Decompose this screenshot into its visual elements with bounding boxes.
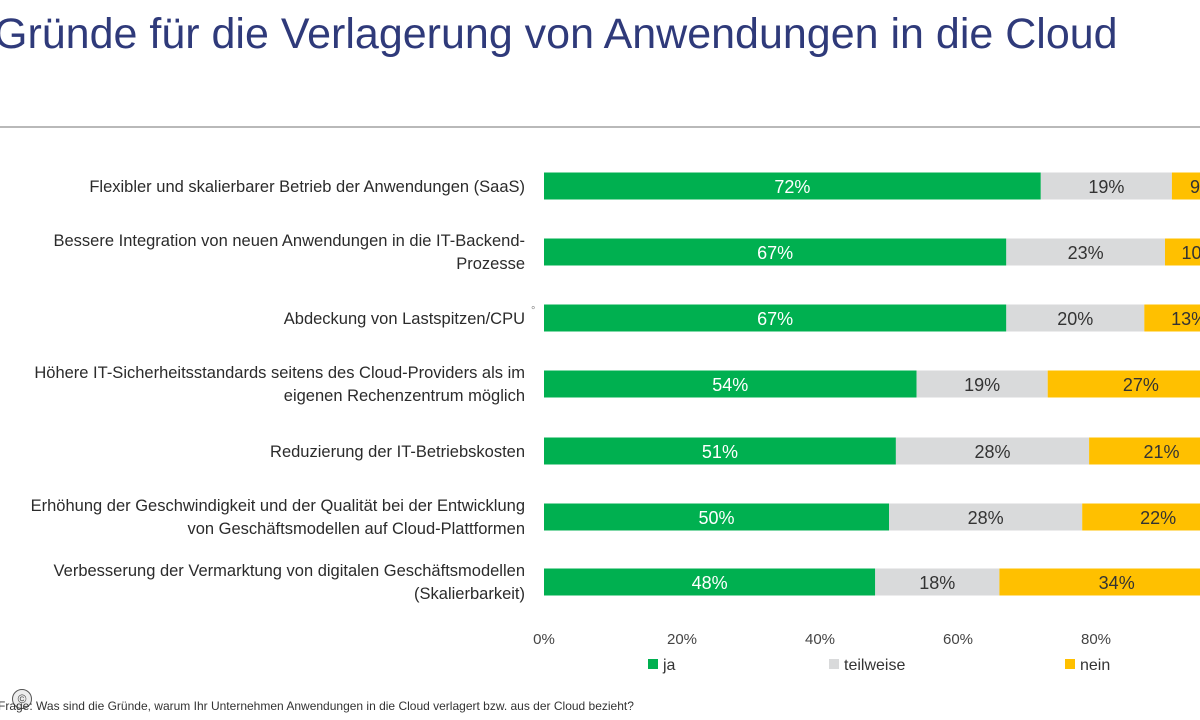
x-axis: 0%20%40%60%80%100% xyxy=(533,631,1111,648)
category-label: Höhere IT-Sicherheitsstandards seitens d… xyxy=(34,364,525,405)
x-tick-label: 80% xyxy=(1081,631,1111,648)
bar-layer: 72% 19% 9% 67% 23% 10% 67% 20% 13% 54% 19% 27% 51% 28… xyxy=(544,172,1200,596)
data-label-ja: 67% xyxy=(757,309,793,329)
degree-mark: ° xyxy=(531,305,536,317)
bar-nein xyxy=(1082,503,1200,531)
category-label: Bessere Integration von neuen Anwendunge… xyxy=(54,232,526,273)
data-label-ja: 72% xyxy=(774,177,810,197)
legend: ja teilweise nein xyxy=(648,657,1110,674)
data-label-teilweise: 19% xyxy=(964,375,1000,395)
bar-teilweise xyxy=(875,568,1000,596)
bar-ja xyxy=(544,304,1007,332)
data-label-nein: 13% xyxy=(1171,309,1200,329)
bar-nein xyxy=(1047,370,1200,398)
legend-label-teilweise: teilweise xyxy=(844,657,905,674)
data-label-teilweise: 20% xyxy=(1057,309,1093,329)
chart-title: Gründe für die Verlagerung von Anwendung… xyxy=(0,10,1118,58)
data-label-nein: 22% xyxy=(1140,508,1176,528)
bar-teilweise xyxy=(1006,304,1145,332)
bar-ja xyxy=(544,238,1007,266)
bar-teilweise xyxy=(889,503,1083,531)
data-label-teilweise: 23% xyxy=(1068,243,1104,263)
data-label-nein: 9% xyxy=(1190,177,1200,197)
data-label-ja: 48% xyxy=(692,573,728,593)
x-tick-label: 60% xyxy=(943,631,973,648)
bar-nein xyxy=(1144,304,1200,332)
data-label-ja: 54% xyxy=(712,375,748,395)
legend-swatch-teilweise xyxy=(829,659,839,669)
category-label-layer: Flexibler und skalierbarer Betrieb der A… xyxy=(31,178,525,603)
category-label: Verbesserung der Vermarktung von digital… xyxy=(54,562,525,603)
data-label-nein: 34% xyxy=(1099,573,1135,593)
x-tick-label: 0% xyxy=(533,631,555,648)
data-label-ja: 51% xyxy=(702,442,738,462)
category-label: Flexibler und skalierbarer Betrieb der A… xyxy=(89,178,525,196)
data-label-ja: 50% xyxy=(698,508,734,528)
data-label-teilweise: 19% xyxy=(1088,177,1124,197)
bar-teilweise xyxy=(895,437,1090,465)
bar-ja xyxy=(544,437,896,465)
category-label: Reduzierung der IT-Betriebskosten xyxy=(270,443,525,461)
bar-ja xyxy=(544,568,876,596)
data-label-nein: 10% xyxy=(1181,243,1200,263)
x-tick-label: 40% xyxy=(805,631,835,648)
data-label-teilweise: 28% xyxy=(974,442,1010,462)
legend-swatch-nein xyxy=(1065,659,1075,669)
bar-ja xyxy=(544,172,1041,200)
bar-nein xyxy=(1165,238,1200,266)
bar-nein xyxy=(1089,437,1200,465)
category-label: Abdeckung von Lastspitzen/CPU xyxy=(284,310,525,328)
legend-label-ja: ja xyxy=(662,657,676,674)
bar-nein xyxy=(999,568,1200,596)
legend-label-nein: nein xyxy=(1080,657,1110,674)
bar-nein xyxy=(1171,172,1200,200)
bar-ja xyxy=(544,503,889,531)
x-tick-label: 20% xyxy=(667,631,697,648)
data-label-teilweise: 28% xyxy=(968,508,1004,528)
bar-ja xyxy=(544,370,917,398)
legend-swatch-ja xyxy=(648,659,658,669)
data-label-ja: 67% xyxy=(757,243,793,263)
source-note: Frage: Was sind die Gründe, warum Ihr Un… xyxy=(0,699,634,713)
data-label-teilweise: 18% xyxy=(919,573,955,593)
data-label-nein: 27% xyxy=(1123,375,1159,395)
data-label-nein: 21% xyxy=(1144,442,1180,462)
category-label: Erhöhung der Geschwindigkeit und der Qua… xyxy=(31,497,525,538)
title-divider xyxy=(0,126,1200,128)
copyright-icon: © xyxy=(12,689,32,709)
bar-teilweise xyxy=(1040,172,1172,200)
bar-teilweise xyxy=(916,370,1048,398)
bar-teilweise xyxy=(1006,238,1165,266)
